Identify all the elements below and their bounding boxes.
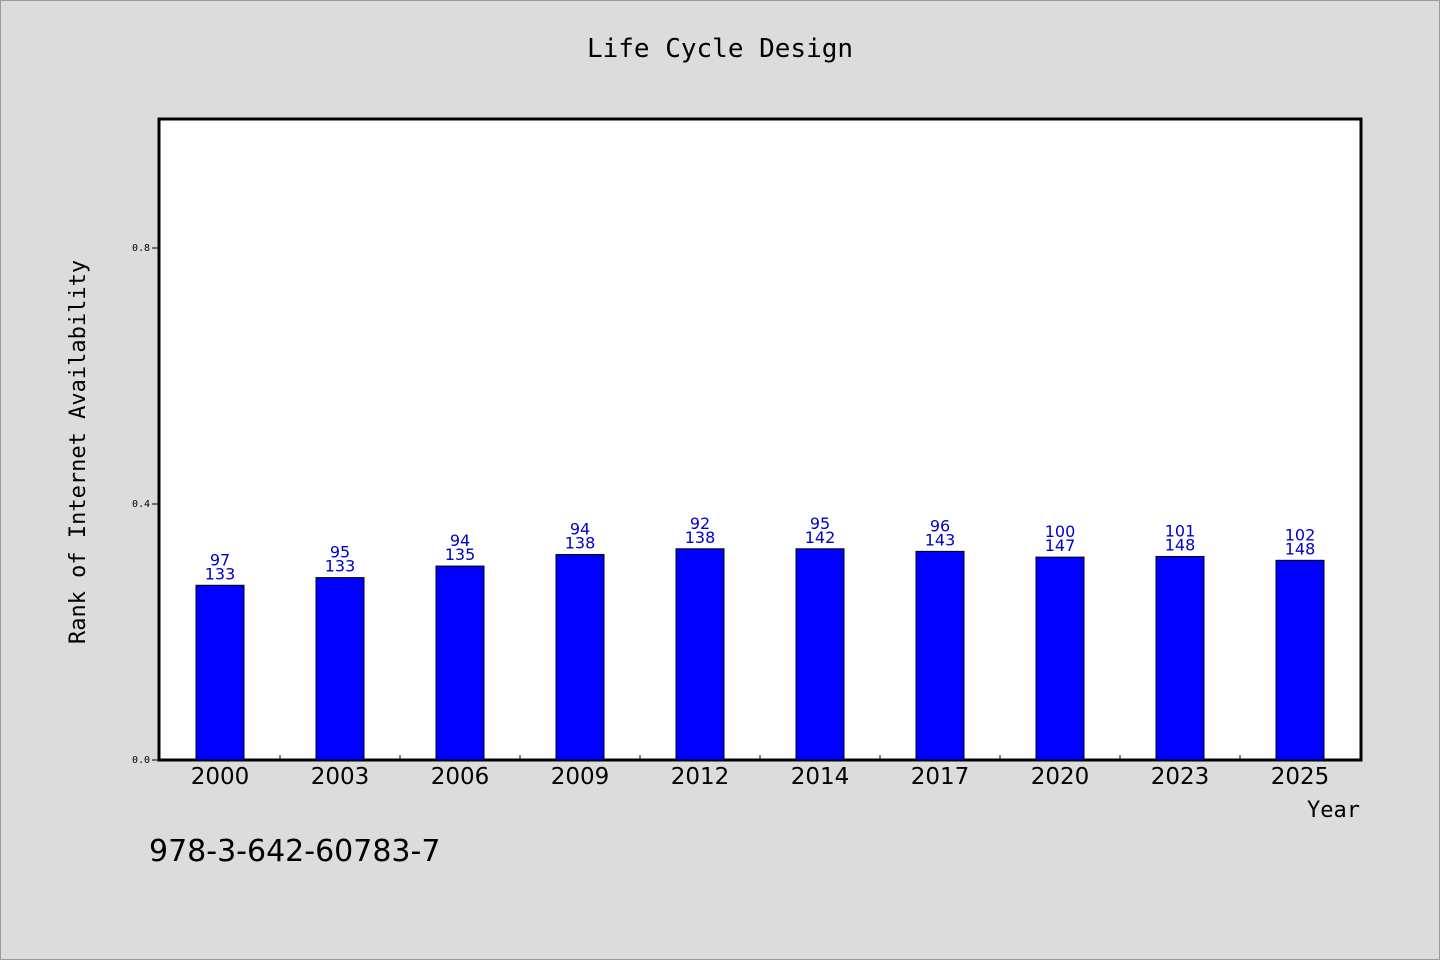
x-tick-label: 2025	[1271, 764, 1330, 790]
bar	[315, 577, 365, 761]
bar	[915, 550, 965, 761]
x-tick-label: 2000	[191, 764, 250, 790]
bar	[1155, 555, 1205, 761]
bar-label-top: 101	[1165, 521, 1196, 540]
bar-label-bottom: 148	[1285, 539, 1316, 558]
bar-label-bottom: 135	[445, 545, 476, 564]
x-axis: 2000 2003 2006 2009 2012 2014 2017 2020 2023 2025	[191, 755, 1330, 790]
bar	[555, 554, 605, 761]
bar-label-top: 102	[1285, 525, 1316, 544]
x-tick-label: 2009	[551, 764, 610, 790]
bar-label-top: 94	[450, 531, 470, 550]
bar-label-bottom: 133	[325, 557, 356, 576]
y-axis-label: Rank of Internet Availability	[66, 260, 91, 644]
bar-label-top: 95	[330, 543, 350, 562]
bar	[195, 584, 245, 761]
bar	[435, 565, 485, 761]
x-tick-label: 2023	[1151, 764, 1210, 790]
x-tick-label: 2012	[671, 764, 730, 790]
bar-label-bottom: 138	[685, 528, 716, 547]
bar-label-bottom: 142	[805, 528, 836, 547]
bar-series	[195, 548, 1325, 761]
bar	[795, 548, 845, 761]
y-tick-label: 0.8	[132, 243, 150, 254]
bar-label-top: 97	[210, 550, 230, 569]
x-tick-label: 2014	[791, 764, 850, 790]
bar-label-top: 92	[690, 514, 710, 533]
bar-label-bottom: 143	[925, 530, 956, 549]
x-tick-label: 2003	[311, 764, 370, 790]
x-axis-label: Year	[1307, 798, 1360, 823]
bar-label-bottom: 133	[205, 564, 236, 583]
bar-label-top: 96	[930, 516, 950, 535]
bar-label-bottom: 147	[1045, 536, 1076, 555]
bar-label-bottom: 138	[565, 534, 596, 553]
chart-title: Life Cycle Design	[586, 34, 854, 64]
x-tick-label: 2006	[431, 764, 490, 790]
bar	[675, 548, 725, 761]
bar-label-top: 95	[810, 514, 830, 533]
bar-label-bottom: 148	[1165, 535, 1196, 554]
x-tick-label: 2017	[911, 764, 970, 790]
bar	[1035, 556, 1085, 761]
bar-label-top: 100	[1045, 522, 1076, 541]
y-tick-label: 0.0	[132, 755, 150, 766]
bar	[1275, 559, 1325, 761]
y-tick-label: 0.4	[132, 499, 150, 510]
y-axis: 0.0 0.4 0.8	[132, 243, 160, 766]
bar-label-top: 94	[570, 520, 590, 539]
x-tick-label: 2020	[1031, 764, 1090, 790]
isbn-footer: 978-3-642-60783-7	[149, 834, 441, 869]
